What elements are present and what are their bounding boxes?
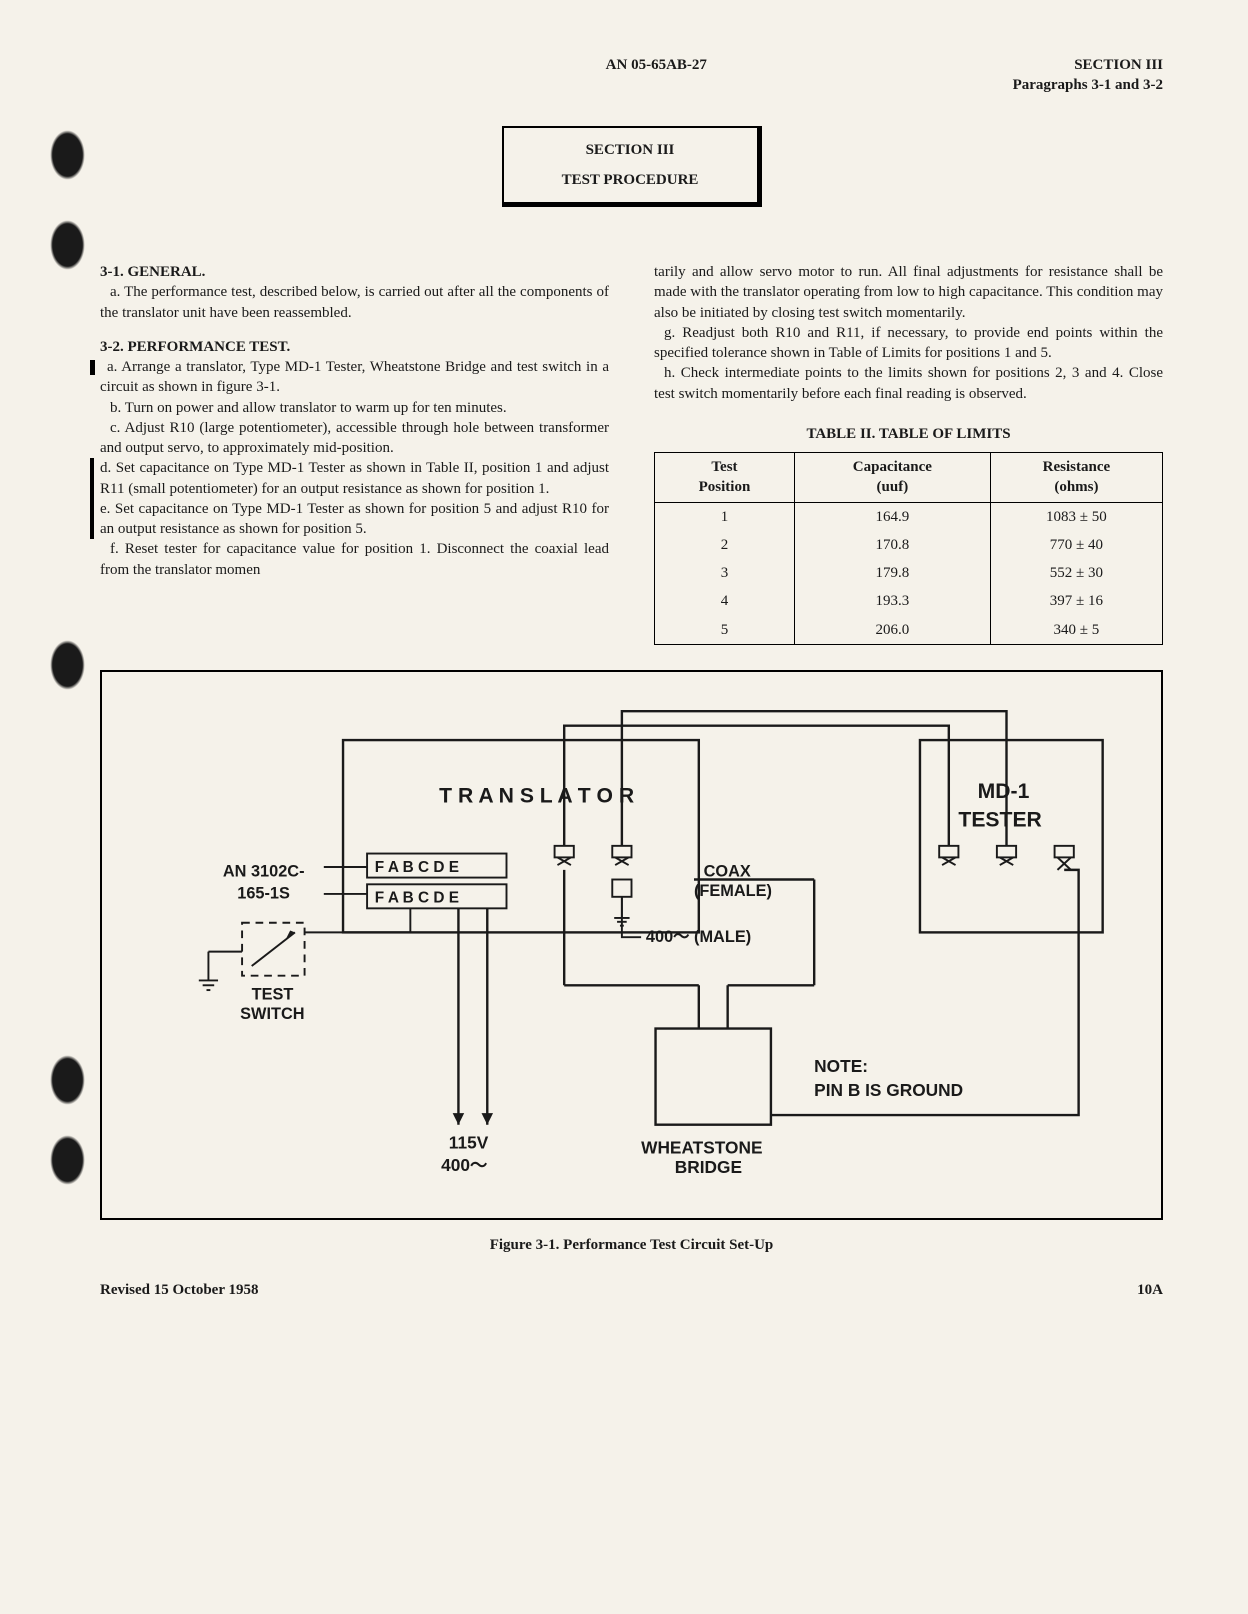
svg-text:T R A N S L A T O R: T R A N S L A T O R [439,784,634,807]
right-column: tarily and allow servo motor to run. All… [654,262,1163,645]
table-row: 3179.8552 ± 30 [655,559,1163,587]
svg-text:165-1S: 165-1S [237,884,290,902]
svg-text:TEST: TEST [252,985,294,1003]
table-row: 1164.91083 ± 50 [655,502,1163,531]
svg-text:AN 3102C-: AN 3102C- [223,862,305,880]
svg-text:400～ (MALE): 400～ (MALE) [646,928,751,946]
svg-text:TESTER: TESTER [958,808,1041,831]
section-box-line1: SECTION III [512,140,749,160]
svg-text:PIN B IS GROUND: PIN B IS GROUND [814,1080,963,1100]
para-3-2-a: a. Arrange a translator, Type MD-1 Teste… [95,359,609,395]
table-row: 5206.0340 ± 5 [655,616,1163,645]
svg-text:F A B C D E: F A B C D E [375,859,459,876]
para-3-2-d: d. Set capacitance on Type MD-1 Tester a… [90,458,609,499]
section-title-box: SECTION III TEST PROCEDURE [502,126,762,208]
table-row: 4193.3397 ± 16 [655,587,1163,615]
svg-text:WHEATSTONE: WHEATSTONE [641,1137,762,1157]
footer-left: Revised 15 October 1958 [100,1280,258,1300]
doc-number: AN 05-65AB-27 [300,55,1013,96]
figure-3-1: .t { font-family: Arial, sans-serif; fon… [100,670,1163,1220]
svg-text:COAX: COAX [704,862,751,880]
para-3-2-g: g. Readjust both R10 and R11, if necessa… [654,323,1163,364]
svg-text:NOTE:: NOTE: [814,1056,868,1076]
svg-text:MD-1: MD-1 [978,780,1030,803]
para-3-2-f: f. Reset tester for capacitance value fo… [100,539,609,580]
col-header-2: Capacitance(uuf) [794,453,990,503]
col-header-3: Resistance(ohms) [990,453,1162,503]
page-footer: Revised 15 October 1958 10A [100,1280,1163,1300]
svg-text:(FEMALE): (FEMALE) [694,882,772,900]
para-3-2-e: e. Set capacitance on Type MD-1 Tester a… [90,499,609,540]
body-columns: 3-1. GENERAL. a. The performance test, d… [100,262,1163,645]
circuit-diagram: .t { font-family: Arial, sans-serif; fon… [122,692,1141,1192]
footer-right: 10A [1137,1280,1163,1300]
svg-text:F A B C D E: F A B C D E [375,889,459,906]
section-label: SECTION III [1013,55,1163,75]
figure-caption: Figure 3-1. Performance Test Circuit Set… [100,1235,1163,1255]
heading-3-1: 3-1. GENERAL. [100,262,609,282]
table-caption: TABLE II. TABLE OF LIMITS [654,424,1163,444]
paragraph-label: Paragraphs 3-1 and 3-2 [1013,75,1163,95]
para-3-1-a: a. The performance test, described below… [100,282,609,323]
para-3-2-b: b. Turn on power and allow translator to… [100,398,609,418]
svg-text:115V: 115V [449,1132,489,1152]
left-column: 3-1. GENERAL. a. The performance test, d… [100,262,609,645]
para-3-2-c: c. Adjust R10 (large potentiometer), acc… [100,418,609,459]
heading-3-2: 3-2. PERFORMANCE TEST. [100,337,609,357]
para-3-2-f-cont: tarily and allow servo motor to run. All… [654,262,1163,323]
page-header: AN 05-65AB-27 SECTION III Paragraphs 3-1… [100,55,1163,96]
para-3-2-h: h. Check intermediate points to the limi… [654,363,1163,404]
svg-text:400～: 400～ [441,1155,487,1175]
header-right: SECTION III Paragraphs 3-1 and 3-2 [1013,55,1163,96]
table-row: 2170.8770 ± 40 [655,531,1163,559]
svg-text:SWITCH: SWITCH [240,1005,304,1023]
section-box-line2: TEST PROCEDURE [512,170,749,190]
col-header-1: TestPosition [655,453,795,503]
svg-text:BRIDGE: BRIDGE [675,1157,742,1177]
limits-table: TestPosition Capacitance(uuf) Resistance… [654,452,1163,645]
